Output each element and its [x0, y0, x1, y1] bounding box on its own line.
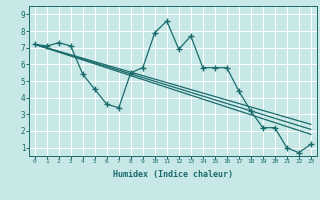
X-axis label: Humidex (Indice chaleur): Humidex (Indice chaleur): [113, 170, 233, 179]
